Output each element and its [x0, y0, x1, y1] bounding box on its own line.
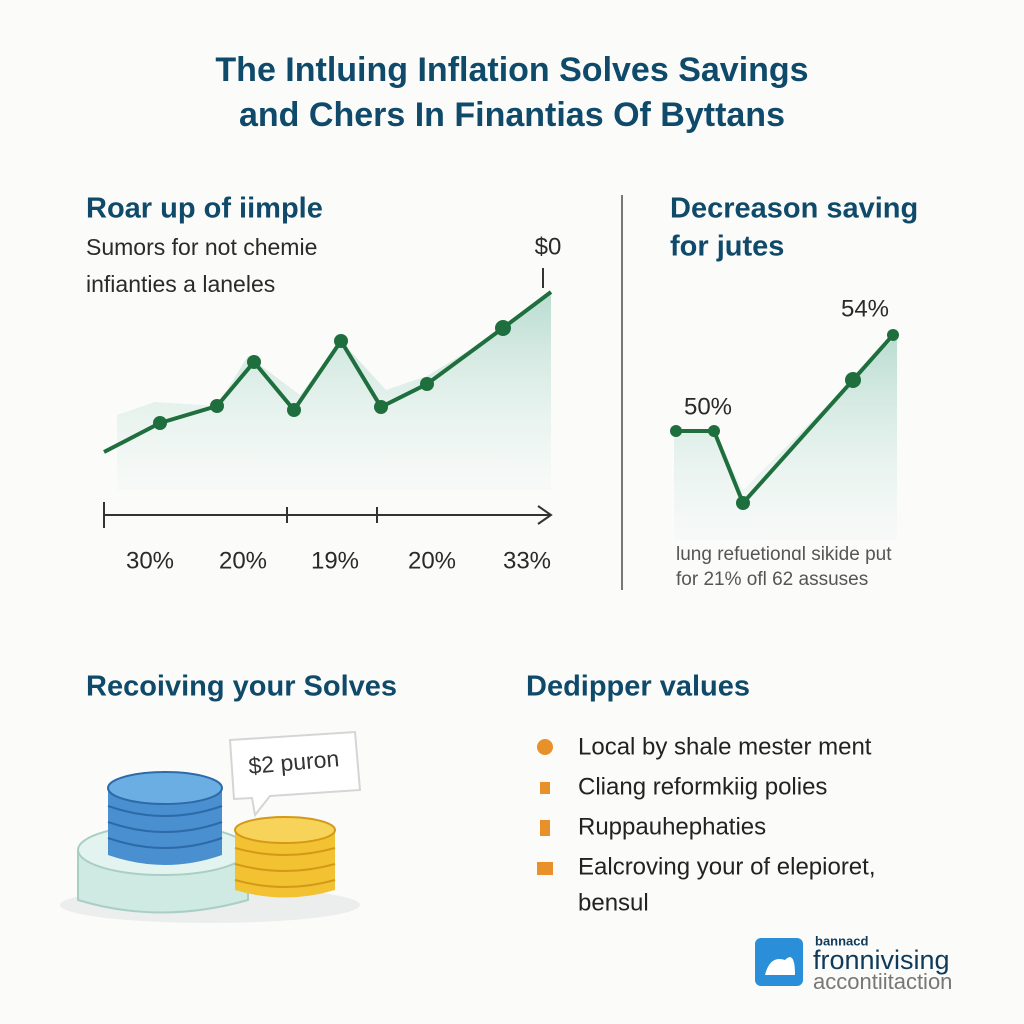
section-heading: Recoiving your Solves: [86, 671, 397, 703]
caption: for 21% ofl 62 assuses: [676, 569, 868, 590]
list-item: Ruppauhephaties: [578, 813, 766, 840]
list-item: Ealcroving your of elepioret,: [578, 853, 876, 880]
area: [674, 335, 897, 540]
trend-line: [103, 290, 553, 454]
list-item-continuation: bensul: [578, 889, 649, 916]
coins-illustration: [60, 771, 360, 923]
list-icons: [537, 739, 553, 875]
logo-sub: accontiitaction: [813, 969, 952, 994]
title-line: and Chers In Finantias Of Byttans: [239, 96, 785, 134]
panel-heading: for jutes: [670, 231, 784, 263]
trend-points: [670, 329, 899, 510]
panel-heading: Roar up of iimple: [86, 193, 323, 225]
panel-text: Sumors for not chemie: [86, 234, 317, 260]
axis-label: 19%: [311, 547, 359, 574]
panel-text: infianties a laneles: [86, 271, 275, 297]
x-axis: [103, 502, 553, 528]
axis-label: 30%: [126, 547, 174, 574]
speech-bubble: [228, 730, 362, 818]
point-label: 54%: [841, 295, 889, 322]
section-heading: Dedipper values: [526, 671, 750, 703]
end-label: $0: [535, 233, 562, 260]
logo-glyph: [765, 957, 795, 975]
list-item: Cliang reformkiig polies: [578, 773, 827, 800]
title-line: The Intluing Inflation Solves Savings: [215, 51, 808, 89]
point-label: 50%: [684, 393, 732, 420]
panel-heading: Decreason saving: [670, 193, 918, 225]
area: [117, 292, 551, 490]
logo-small: bannacd: [815, 933, 869, 948]
caption: lung refuetionɑl sikide put: [676, 544, 892, 565]
axis-label: 33%: [503, 547, 551, 574]
list-item: Local by shale mester ment: [578, 733, 872, 760]
trend-points: [153, 320, 511, 430]
logo-name: fronnivising: [813, 945, 950, 975]
axis-label: 20%: [219, 547, 267, 574]
axis-label: 20%: [408, 547, 456, 574]
